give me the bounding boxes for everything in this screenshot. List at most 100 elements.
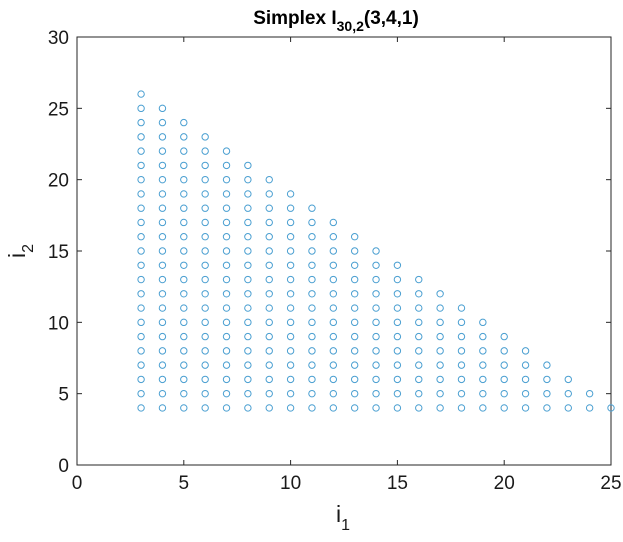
y-axis-label-subscript: 2 [20,244,37,253]
data-point [543,389,551,398]
data-point [415,389,423,398]
data-point [158,104,167,113]
data-point [265,375,273,384]
data-point [372,290,380,298]
data-point [222,190,231,198]
data-point [415,304,423,312]
data-point [372,275,380,284]
data-point [180,204,188,212]
data-point [201,347,209,355]
data-point [222,389,231,398]
data-point [201,161,209,170]
data-point [564,375,572,384]
data-point [201,190,209,198]
data-point [372,261,380,269]
data-point [436,404,444,412]
data-point [286,247,295,255]
data-point [137,233,145,241]
data-point [137,190,145,198]
data-point [158,118,167,127]
data-point [137,218,145,227]
data-point [329,275,338,284]
data-point [372,247,380,255]
data-point [265,190,273,198]
data-point [350,275,359,284]
data-point [308,389,316,398]
x-tick-label: 0 [72,473,83,494]
data-point [308,233,316,241]
data-point [180,118,188,127]
data-point [180,233,188,241]
data-point [158,304,167,312]
data-point [137,275,145,284]
data-point [350,347,359,355]
data-point [244,347,252,355]
data-point [137,304,145,312]
data-point [244,361,252,369]
data-point [457,318,466,327]
data-point [158,318,167,327]
data-point [244,304,252,312]
data-point [286,404,295,412]
data-point [393,290,402,298]
data-point [137,247,145,255]
data-point [308,204,316,212]
data-point [479,318,487,327]
data-point [180,147,188,155]
data-point [180,404,188,412]
data-point [543,375,551,384]
data-point [436,347,444,355]
data-point [222,261,231,269]
data-point [244,218,252,227]
data-point [350,404,359,412]
data-point [308,347,316,355]
data-point [479,361,487,369]
data-point [286,332,295,341]
data-point [585,389,594,398]
data-point [393,275,402,284]
data-point [415,361,423,369]
data-point [265,175,273,184]
data-point [265,361,273,369]
data-point [286,204,295,212]
data-point [244,290,252,298]
data-point [329,218,338,227]
data-point [222,332,231,341]
data-point [244,318,252,327]
data-point [308,290,316,298]
data-point [436,389,444,398]
data-point [244,233,252,241]
data-point [244,204,252,212]
data-point [350,318,359,327]
data-point [137,261,145,269]
data-point [137,404,145,412]
data-point [180,175,188,184]
data-point [500,375,508,384]
data-point [158,204,167,212]
data-point [201,404,209,412]
data-point [180,332,188,341]
data-point [222,290,231,298]
data-point [137,175,145,184]
data-point [372,404,380,412]
data-point [265,404,273,412]
chart-title-suffix: (3,4,1) [364,8,419,29]
data-point [372,318,380,327]
data-point [457,375,466,384]
x-axis-ticks: 0 5 10 15 20 25 [72,37,622,494]
data-point [201,375,209,384]
data-point [308,332,316,341]
data-point [180,389,188,398]
data-point [286,318,295,327]
data-point [201,204,209,212]
data-point [479,389,487,398]
x-tick-label: 20 [494,473,515,494]
data-point [350,332,359,341]
x-tick-label: 25 [600,473,621,494]
data-point [372,361,380,369]
data-point [180,190,188,198]
data-point [137,104,145,113]
data-point [585,404,594,412]
data-point [222,204,231,212]
